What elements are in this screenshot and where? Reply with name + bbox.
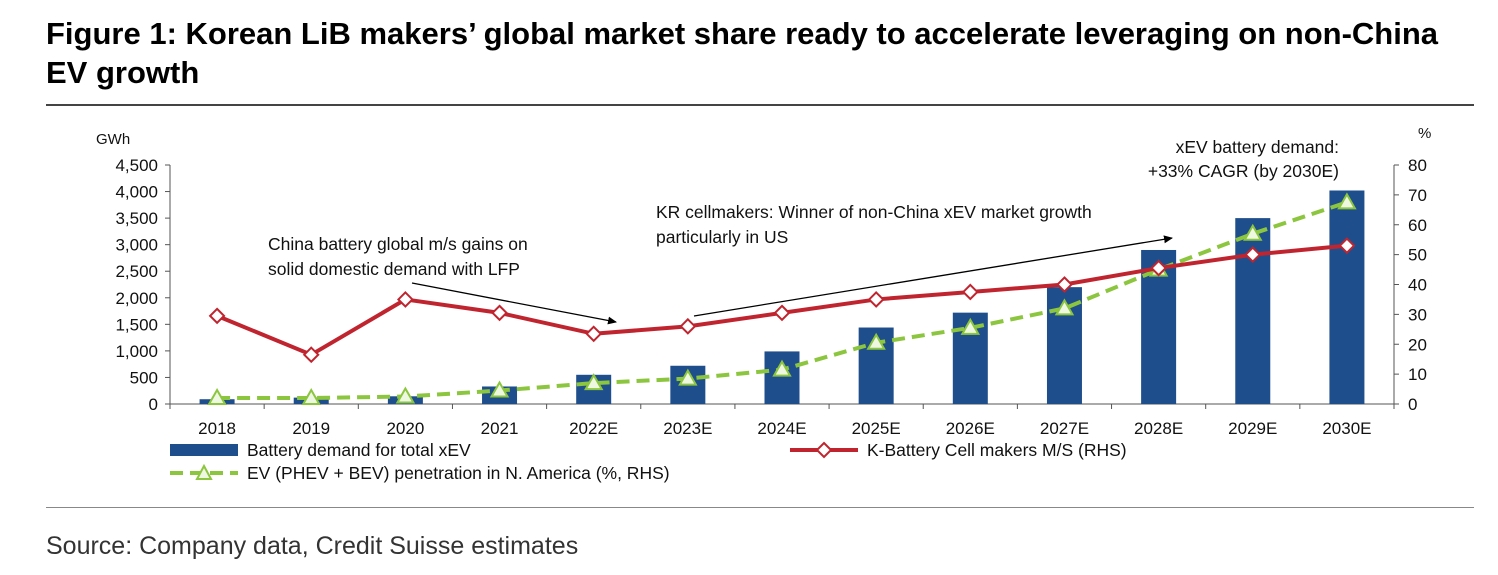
penetration-marker xyxy=(678,368,698,386)
bar xyxy=(1235,218,1271,404)
right-axis-tick-label: 30 xyxy=(1408,305,1427,324)
x-axis-tick-label: 2018 xyxy=(198,419,236,438)
left-axis-tick-label: 0 xyxy=(149,395,158,414)
x-axis-tick-label: 2029E xyxy=(1228,419,1277,438)
penetration-marker xyxy=(960,317,981,335)
right-axis-unit: % xyxy=(1418,125,1431,142)
market-share-marker xyxy=(585,325,603,343)
left-axis-unit: GWh xyxy=(96,131,130,148)
penetration-marker xyxy=(1243,223,1263,241)
penetration-marker xyxy=(583,373,604,391)
market-share-marker xyxy=(1150,259,1168,277)
legend-marker-penetration xyxy=(195,463,213,480)
left-axis-tick-label: 4,000 xyxy=(115,183,158,202)
market-share-marker xyxy=(491,304,508,322)
title-divider xyxy=(46,104,1474,106)
penetration-marker xyxy=(772,359,792,377)
left-axis-tick-label: 2,500 xyxy=(115,262,158,281)
x-axis-tick-label: 2025E xyxy=(852,419,901,438)
legend-swatch-bar xyxy=(170,444,238,456)
chart: 05001,0001,5002,0002,5003,0003,5004,0004… xyxy=(96,125,1431,483)
left-axis-tick-label: 500 xyxy=(130,368,158,387)
annotation-kr-line-2: particularly in US xyxy=(656,227,788,247)
annotation-kr-arrow xyxy=(693,235,1173,317)
figure-title: Figure 1: Korean LiB makers’ global mark… xyxy=(46,16,1439,90)
left-axis-tick-label: 1,500 xyxy=(115,315,158,334)
bar xyxy=(1329,190,1365,404)
right-axis-tick-label: 80 xyxy=(1408,156,1427,175)
market-share-marker xyxy=(208,307,226,325)
x-axis-tick-label: 2027E xyxy=(1040,419,1089,438)
x-axis-tick-label: 2023E xyxy=(663,419,712,438)
market-share-marker xyxy=(1338,237,1356,255)
penetration-marker xyxy=(301,388,321,406)
right-axis-tick-label: 20 xyxy=(1408,335,1427,354)
left-axis-tick-label: 3,500 xyxy=(115,209,158,228)
annotation-china-line-1: China battery global m/s gains on xyxy=(268,234,528,254)
right-axis-tick-label: 0 xyxy=(1408,395,1417,414)
market-share-marker xyxy=(302,346,320,364)
x-axis-tick-label: 2030E xyxy=(1322,419,1371,438)
left-axis-tick-label: 2,000 xyxy=(115,289,158,308)
x-axis-tick-label: 2020 xyxy=(386,419,424,438)
x-axis-tick-label: 2026E xyxy=(946,419,995,438)
x-axis-tick-label: 2022E xyxy=(569,419,618,438)
x-axis-tick-label: 2024E xyxy=(757,419,806,438)
penetration-marker xyxy=(395,386,416,404)
penetration-marker xyxy=(489,380,510,398)
market-share-marker xyxy=(679,317,697,335)
annotation-china-arrow xyxy=(411,282,617,325)
market-share-marker xyxy=(773,304,791,322)
left-axis-tick-label: 3,000 xyxy=(115,236,158,255)
legend-marker-share xyxy=(815,441,833,459)
source-divider xyxy=(46,507,1474,508)
market-share-marker xyxy=(961,283,979,301)
left-axis-tick-label: 4,500 xyxy=(115,156,158,175)
right-axis-tick-label: 10 xyxy=(1408,365,1427,384)
annotation-kr-line-1: KR cellmakers: Winner of non-China xEV m… xyxy=(656,202,1092,222)
market-share-marker xyxy=(1056,276,1073,293)
right-axis-tick-label: 70 xyxy=(1408,186,1427,205)
penetration-marker xyxy=(207,388,227,406)
right-axis-tick-label: 40 xyxy=(1408,276,1427,295)
legend-label-bar: Battery demand for total xEV xyxy=(247,440,471,460)
annotation-cagr-line-1: xEV battery demand: xyxy=(1176,137,1339,157)
annotation-cagr-line-2: +33% CAGR (by 2030E) xyxy=(1148,161,1339,181)
legend-label-penetration: EV (PHEV + BEV) penetration in N. Americ… xyxy=(247,463,670,483)
market-share-marker xyxy=(867,291,885,308)
right-axis-tick-label: 60 xyxy=(1408,216,1427,235)
legend-label-share: K-Battery Cell makers M/S (RHS) xyxy=(867,440,1127,460)
x-axis-tick-label: 2028E xyxy=(1134,419,1183,438)
left-axis-tick-label: 1,000 xyxy=(115,342,158,361)
market-share-marker xyxy=(396,291,414,308)
annotation-china-line-2: solid domestic demand with LFP xyxy=(268,259,520,279)
penetration-marker xyxy=(866,332,886,350)
penetration-marker xyxy=(1054,298,1075,316)
x-axis-tick-label: 2019 xyxy=(292,419,330,438)
penetration-marker xyxy=(1337,192,1357,210)
market-share-marker xyxy=(1244,246,1262,264)
x-axis-tick-label: 2021 xyxy=(481,419,519,438)
right-axis-tick-label: 50 xyxy=(1408,246,1427,265)
source-note: Source: Company data, Credit Suisse esti… xyxy=(46,532,579,560)
bar xyxy=(764,351,800,404)
